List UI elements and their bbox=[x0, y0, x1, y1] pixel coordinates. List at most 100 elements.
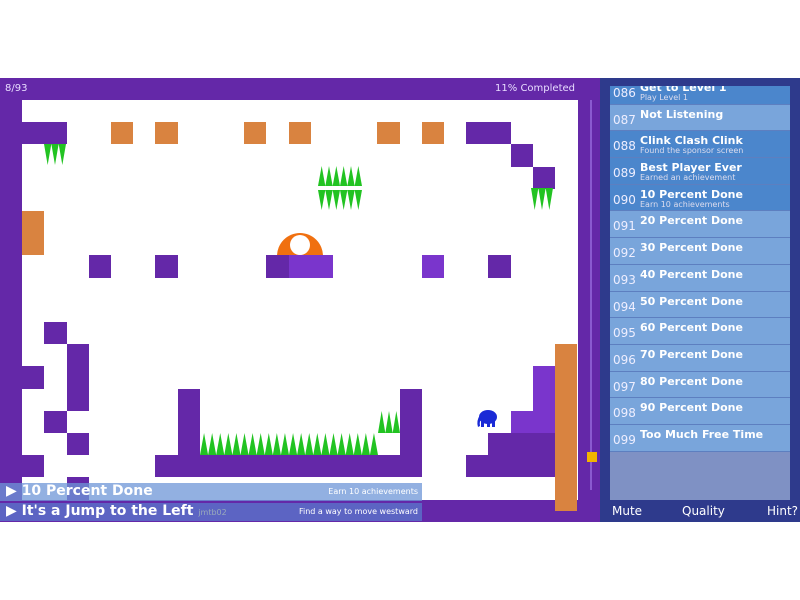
achievement-list[interactable]: 086 Get to Level 1 Play Level 1 087 Not List… bbox=[610, 86, 790, 500]
spikes-icon bbox=[318, 190, 362, 210]
achievement-item[interactable]: 099 Too Much Free Time bbox=[610, 424, 790, 452]
wall-block bbox=[488, 433, 555, 478]
achievement-desc: Play Level 1 bbox=[640, 93, 688, 102]
crate-block bbox=[111, 122, 134, 145]
wall-block bbox=[466, 122, 511, 145]
achievement-name: Clink Clash Clink bbox=[640, 134, 743, 148]
wall-block bbox=[155, 455, 422, 478]
achievement-name: 10 Percent Done bbox=[640, 187, 743, 201]
achievement-item[interactable]: 086 Get to Level 1 Play Level 1 bbox=[610, 86, 790, 105]
crate-block bbox=[288, 122, 311, 145]
hint-button[interactable]: Hint? bbox=[767, 504, 799, 518]
achievement-number: 088 bbox=[613, 139, 636, 154]
wall-block bbox=[488, 255, 511, 278]
achievement-item[interactable]: 094 50 Percent Done bbox=[610, 291, 790, 319]
achievements-sidebar: 086 Get to Level 1 Play Level 1 087 Not List… bbox=[600, 78, 800, 522]
exit-portal-icon[interactable] bbox=[277, 232, 323, 256]
achievement-item[interactable]: 095 60 Percent Done bbox=[610, 318, 790, 345]
achievement-item[interactable]: 096 70 Percent Done bbox=[610, 344, 790, 372]
achievement-number: 087 bbox=[613, 112, 636, 127]
notification-2: ▶ It's a Jump to the Left jmtb02 Find a … bbox=[0, 503, 422, 521]
wall-block bbox=[532, 366, 555, 433]
elephant-player-icon bbox=[477, 410, 497, 427]
notification-desc: Earn 10 achievements bbox=[328, 487, 418, 496]
achievement-number: 093 bbox=[613, 272, 636, 287]
achievement-name: Best Player Ever bbox=[640, 161, 742, 175]
achievement-desc: Earned an achievement bbox=[640, 173, 736, 183]
level-field bbox=[22, 100, 578, 500]
wall-block bbox=[288, 255, 333, 278]
achievement-name: Not Listening bbox=[640, 107, 724, 121]
progress-text: 11% Completed bbox=[495, 83, 575, 94]
achievement-name: Too Much Free Time bbox=[640, 427, 764, 441]
achievement-number: 092 bbox=[613, 246, 636, 261]
wall-block bbox=[510, 144, 533, 167]
wall-block bbox=[88, 255, 111, 278]
achievement-name: 20 Percent Done bbox=[640, 214, 743, 228]
notification-tag: jmtb02 bbox=[198, 508, 227, 517]
achievement-item[interactable]: 092 30 Percent Done bbox=[610, 238, 790, 265]
achievement-number: 096 bbox=[613, 352, 636, 367]
notification-title: 10 Percent Done bbox=[21, 483, 153, 499]
wall-block bbox=[532, 166, 555, 189]
spikes-icon bbox=[531, 188, 553, 210]
spikes-icon bbox=[200, 433, 378, 455]
wall-block bbox=[44, 410, 67, 433]
wall-block bbox=[155, 255, 178, 278]
wall-block bbox=[44, 322, 67, 345]
wall-block bbox=[466, 455, 489, 478]
achievement-name: 90 Percent Done bbox=[640, 401, 743, 415]
achievement-item[interactable]: 098 90 Percent Done bbox=[610, 398, 790, 425]
volume-slider-handle[interactable] bbox=[587, 452, 597, 462]
level-counter: 8/93 bbox=[5, 83, 28, 94]
notification-title: It's a Jump to the Left bbox=[21, 503, 194, 519]
crate-block bbox=[155, 122, 178, 145]
achievement-item[interactable]: 088 Clink Clash Clink Found the sponsor sc… bbox=[610, 131, 790, 159]
crate-block bbox=[377, 122, 400, 145]
wall-block bbox=[0, 366, 45, 389]
wall-block bbox=[0, 455, 45, 478]
notification-1: ▶ 10 Percent Done Earn 10 achievements bbox=[0, 483, 422, 501]
achievement-item[interactable]: 087 Not Listening bbox=[610, 104, 790, 132]
achievement-name: 60 Percent Done bbox=[640, 321, 743, 335]
wall-block bbox=[0, 122, 67, 145]
wall-block bbox=[266, 255, 289, 278]
achievement-name: 80 Percent Done bbox=[640, 374, 743, 388]
achievement-name: 70 Percent Done bbox=[640, 347, 743, 361]
wall-block bbox=[66, 344, 89, 411]
achievement-item[interactable]: 097 80 Percent Done bbox=[610, 371, 790, 399]
achievement-item[interactable]: 090 10 Percent Done Earn 10 achievements bbox=[610, 184, 790, 212]
achievement-name: 30 Percent Done bbox=[640, 241, 743, 255]
spikes-icon bbox=[44, 144, 66, 165]
achievement-number: 090 bbox=[613, 192, 636, 207]
achievement-number: 091 bbox=[613, 219, 636, 234]
achievement-number: 098 bbox=[613, 406, 636, 421]
volume-slider-track[interactable] bbox=[590, 100, 592, 490]
wall-block bbox=[421, 255, 444, 278]
wall-block bbox=[399, 388, 422, 478]
wall-block bbox=[510, 410, 533, 433]
achievement-name: 50 Percent Done bbox=[640, 294, 743, 308]
achievement-number: 086 bbox=[613, 86, 636, 100]
crate-block bbox=[244, 122, 267, 145]
spikes-icon bbox=[318, 166, 362, 186]
achievement-item[interactable]: 093 40 Percent Done bbox=[610, 264, 790, 292]
crate-block bbox=[555, 344, 578, 511]
spikes-icon bbox=[378, 411, 400, 433]
mute-button[interactable]: Mute bbox=[612, 504, 643, 518]
achievement-desc: Found the sponsor screen bbox=[640, 146, 744, 156]
achievement-name: Get to Level 1 bbox=[640, 86, 727, 94]
achievement-number: 089 bbox=[613, 166, 636, 181]
quality-button[interactable]: Quality bbox=[682, 504, 725, 518]
achievement-number: 095 bbox=[613, 326, 636, 341]
achievement-number: 099 bbox=[613, 432, 636, 447]
crate-block bbox=[421, 122, 444, 145]
achievement-name: 40 Percent Done bbox=[640, 267, 743, 281]
game-area[interactable]: 8/93 11% Completed bbox=[0, 78, 600, 522]
achievement-item[interactable]: 091 20 Percent Done bbox=[610, 211, 790, 239]
achievement-number: 094 bbox=[613, 299, 636, 314]
achievement-desc: Earn 10 achievements bbox=[640, 199, 730, 209]
achievement-item[interactable]: 089 Best Player Ever Earned an achievement bbox=[610, 158, 790, 185]
wall-block bbox=[66, 433, 89, 456]
crate-block bbox=[22, 211, 45, 256]
